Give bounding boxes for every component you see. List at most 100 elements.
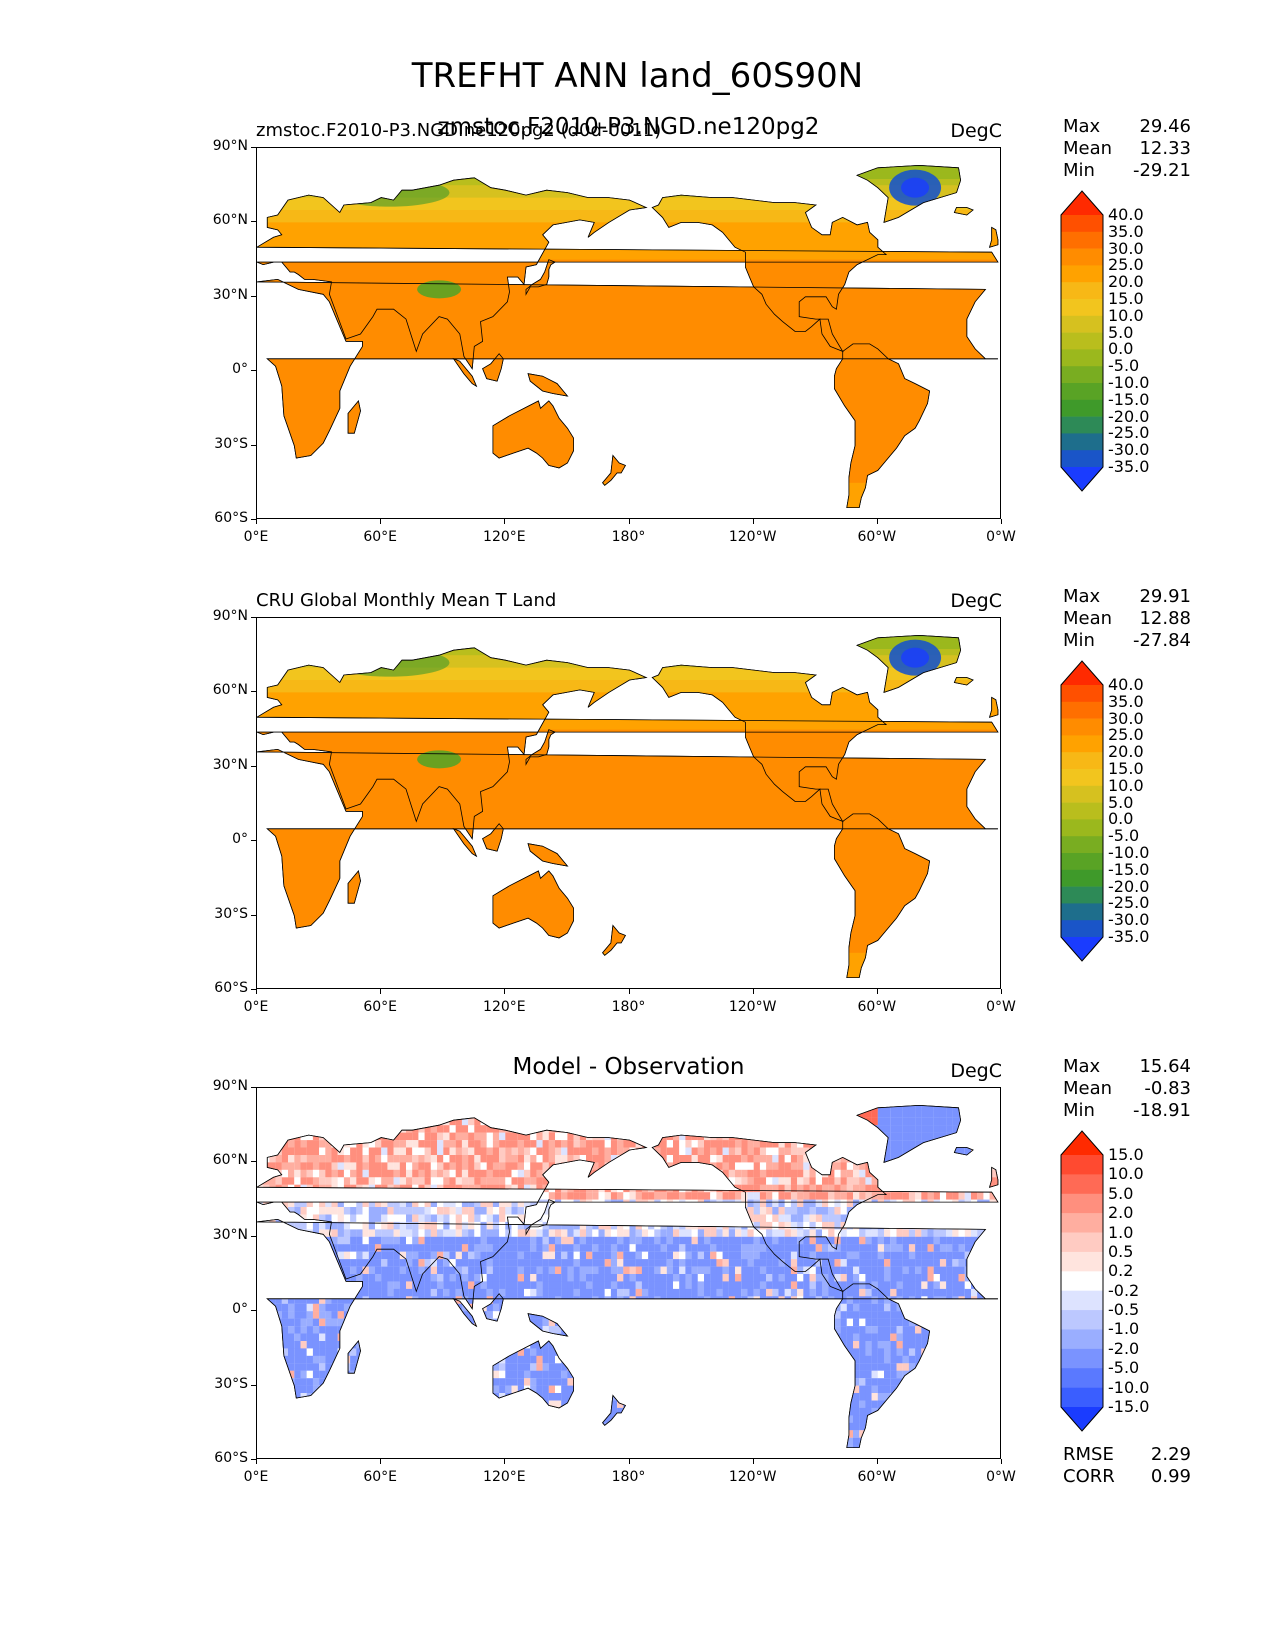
difference-cell — [312, 1214, 320, 1223]
difference-cell — [281, 1266, 289, 1275]
difference-cell — [486, 1192, 493, 1200]
difference-cell — [350, 1355, 357, 1364]
panel-subtitle-left: zmstoc.F2010-P3.NGD.ne120pg2 (d0d-0011) — [256, 120, 662, 141]
difference-cell — [281, 1274, 289, 1282]
difference-cell — [418, 1251, 425, 1260]
difference-cell — [760, 1095, 766, 1103]
difference-cell — [418, 1162, 425, 1170]
difference-cell — [772, 1236, 779, 1245]
difference-cell — [685, 1259, 692, 1267]
difference-cell — [548, 1147, 556, 1156]
difference-cell — [610, 1266, 618, 1275]
difference-cell — [865, 1184, 872, 1193]
difference-cell — [697, 1125, 705, 1133]
stat-min-label: Min — [1063, 630, 1095, 651]
difference-cell — [288, 1251, 295, 1260]
difference-cell — [908, 1117, 916, 1126]
difference-cell — [412, 1244, 419, 1252]
coastline-uk — [989, 226, 999, 248]
difference-cell — [573, 1326, 580, 1334]
difference-cell — [641, 1199, 649, 1208]
stat-max-value: 29.91 — [1139, 586, 1191, 607]
difference-cell — [437, 1132, 444, 1141]
difference-cell — [343, 1333, 351, 1342]
difference-cell — [915, 1147, 922, 1156]
difference-cell — [362, 1140, 369, 1148]
difference-cell — [424, 1117, 431, 1126]
difference-cell — [995, 1214, 1000, 1223]
difference-cell — [511, 1132, 518, 1141]
difference-cell — [610, 1110, 618, 1118]
difference-cell — [964, 1155, 972, 1163]
difference-cell — [958, 1192, 965, 1200]
difference-cell — [921, 1147, 928, 1156]
difference-cell — [517, 1147, 525, 1156]
difference-cell — [679, 1236, 686, 1245]
difference-cell — [834, 1266, 841, 1275]
difference-cell — [635, 1266, 642, 1275]
difference-cell — [319, 1147, 326, 1156]
temperature-band — [257, 636, 1000, 644]
difference-cell — [704, 1117, 711, 1126]
difference-cell — [859, 1095, 865, 1103]
difference-cell — [679, 1259, 686, 1267]
difference-cell — [946, 1162, 953, 1170]
difference-cell — [673, 1311, 680, 1319]
difference-cell — [555, 1274, 562, 1282]
difference-cell — [654, 1177, 661, 1185]
difference-cell — [393, 1288, 400, 1297]
difference-cell — [548, 1192, 556, 1200]
difference-cell — [393, 1147, 400, 1156]
difference-cell — [654, 1162, 661, 1170]
difference-cell — [406, 1088, 412, 1096]
difference-cell — [865, 1177, 872, 1185]
difference-cell — [828, 1259, 835, 1267]
x-tick-mark — [752, 519, 754, 524]
difference-cell — [921, 1105, 928, 1111]
difference-cell — [548, 1140, 556, 1148]
difference-cell — [617, 1274, 624, 1282]
difference-cell — [424, 1281, 431, 1289]
difference-cell — [530, 1236, 537, 1245]
coastline-uk — [989, 696, 999, 718]
difference-cell — [846, 1147, 854, 1156]
difference-cell — [989, 1147, 996, 1156]
difference-cell — [939, 1147, 947, 1156]
coastline-nz — [602, 924, 626, 956]
difference-cell — [815, 1177, 823, 1185]
difference-cell — [890, 1105, 897, 1111]
difference-cell — [971, 1296, 978, 1304]
difference-cell — [679, 1266, 686, 1275]
difference-cell — [660, 1281, 667, 1289]
difference-cell — [629, 1184, 636, 1193]
difference-cell — [617, 1184, 624, 1193]
difference-cell — [667, 1095, 673, 1103]
difference-cell — [921, 1110, 928, 1118]
difference-cell — [356, 1244, 363, 1252]
difference-cell — [399, 1117, 407, 1126]
difference-cell — [797, 1125, 804, 1133]
difference-cell — [337, 1296, 344, 1304]
difference-cell — [939, 1266, 947, 1275]
difference-cell — [294, 1184, 301, 1193]
difference-cell — [790, 1105, 798, 1111]
difference-cell — [555, 1266, 562, 1275]
difference-cell — [598, 1318, 605, 1327]
difference-cell — [735, 1244, 742, 1252]
difference-cell — [617, 1266, 624, 1275]
difference-cell — [710, 1281, 717, 1289]
difference-cell — [492, 1177, 500, 1185]
difference-cell — [331, 1274, 338, 1282]
x-tick-label: 60°W — [857, 529, 897, 545]
difference-cell — [629, 1155, 636, 1163]
difference-cell — [766, 1088, 772, 1096]
difference-cell — [728, 1110, 736, 1118]
difference-cell — [890, 1348, 897, 1356]
difference-cell — [983, 1274, 990, 1282]
difference-cell — [610, 1333, 618, 1342]
difference-cell — [300, 1147, 307, 1156]
difference-cell — [983, 1221, 990, 1230]
difference-cell — [511, 1207, 518, 1215]
difference-cell — [468, 1333, 475, 1342]
difference-cell — [598, 1274, 605, 1282]
